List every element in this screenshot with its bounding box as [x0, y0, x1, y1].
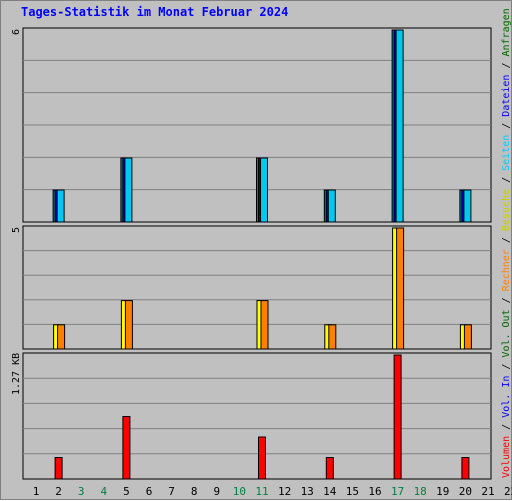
x-tick-label: 14	[323, 485, 337, 498]
legend-entry: Volumen	[501, 435, 512, 478]
x-tick-label: 9	[213, 485, 220, 498]
bar-rechner	[463, 324, 472, 350]
legend-entry: Rechner	[501, 249, 512, 292]
legend-entry: /	[501, 291, 512, 310]
bar-seiten	[327, 189, 336, 223]
legend-entry: Anfragen	[501, 8, 512, 57]
legend-entry: /	[501, 56, 512, 75]
bar-seiten	[395, 29, 404, 223]
legend-entry: Vol. In	[501, 375, 512, 418]
bar-seiten	[56, 189, 65, 223]
x-tick-label: 6	[146, 485, 153, 498]
legend-entry: Besuche	[501, 188, 512, 232]
x-tick-label: 8	[191, 485, 198, 498]
legend-entry: /	[501, 231, 512, 250]
x-tick-label: 16	[368, 485, 381, 498]
bar-rechner	[124, 300, 133, 350]
x-tick-label: 1	[33, 485, 40, 498]
x-tick-label: 19	[436, 485, 449, 498]
bar-volumen	[393, 354, 402, 480]
bar-seiten	[463, 189, 472, 223]
x-tick-label: 21	[481, 485, 494, 498]
bar-volumen	[122, 416, 131, 480]
x-tick-label: 2	[55, 485, 62, 498]
x-tick-label: 17	[391, 485, 404, 498]
bar-seiten	[260, 157, 268, 223]
bar-rechner	[396, 227, 405, 350]
x-tick-label: 7	[168, 485, 175, 498]
bar-volumen	[54, 457, 63, 480]
x-tick-label: 12	[278, 485, 291, 498]
legend-entry: Seiten	[501, 134, 512, 171]
x-tick-label: 13	[301, 485, 314, 498]
legend-entry: /	[501, 170, 512, 189]
legend-entry: Vol. Out	[501, 309, 512, 358]
legend-entry: Dateien	[501, 74, 512, 117]
x-tick-label: 4	[100, 485, 107, 498]
x-tick-label: 10	[233, 485, 246, 498]
legend-entry: /	[501, 357, 512, 376]
bar-volumen	[258, 436, 266, 480]
bar-volumen	[325, 457, 334, 480]
series-legend: Volumen / Vol. In / Vol. Out / Rechner /…	[491, 8, 512, 483]
x-tick-label: 11	[255, 485, 268, 498]
x-tick-label: 5	[123, 485, 130, 498]
x-tick-label: 3	[78, 485, 85, 498]
bar-rechner	[328, 324, 337, 350]
bar-volumen	[461, 457, 470, 480]
x-tick-label: 20	[459, 485, 472, 498]
x-tick-label: 15	[346, 485, 359, 498]
chart-title: Tages-Statistik im Monat Februar 2024	[21, 5, 289, 19]
x-tick-label: 18	[414, 485, 427, 498]
volume-panel-bg	[22, 352, 492, 480]
legend-entry: /	[501, 417, 512, 436]
legend-entry: /	[501, 116, 512, 135]
bar-rechner	[57, 324, 66, 350]
bar-seiten	[124, 157, 133, 223]
x-tick-label: 22	[504, 485, 512, 498]
series-legend-text: Volumen / Vol. In / Vol. Out / Rechner /…	[501, 8, 512, 478]
bar-rechner	[260, 300, 269, 350]
